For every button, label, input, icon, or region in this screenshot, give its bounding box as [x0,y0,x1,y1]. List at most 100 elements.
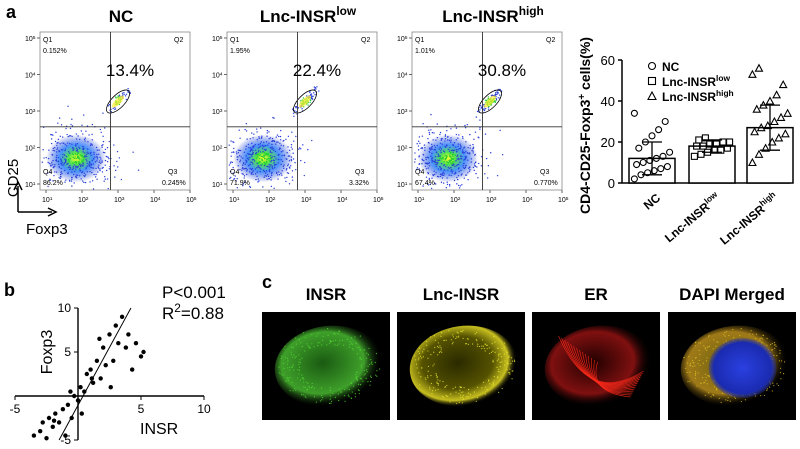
data-point [661,117,669,126]
event-dot [428,129,430,131]
data-point [699,142,707,150]
event-dot [436,175,439,178]
event-dot [49,178,51,181]
event-dot [68,154,70,157]
speckle [780,378,782,380]
speckle [716,341,718,343]
event-dot [291,131,293,133]
speckle [360,358,362,360]
event-dot [458,148,461,150]
event-dot [269,165,271,167]
event-dot [91,139,93,141]
event-dot [454,172,457,175]
event-dot [242,173,244,175]
speckle [283,348,285,350]
event-dot [446,144,448,146]
speckle [439,350,441,353]
event-dot [266,178,268,181]
event-dot [83,174,85,177]
event-dot [69,164,71,167]
speckle [437,354,439,356]
event-dot [247,165,250,167]
event-dot [90,154,92,156]
event-dot [118,94,121,96]
event-dot [422,185,424,187]
event-dot [79,158,81,160]
speckle [752,333,754,335]
event-dot [74,145,77,147]
density-gate-core [483,95,497,108]
y-tick-label: 60 [601,53,615,68]
speckle [295,337,297,339]
speckle [492,361,494,363]
event-dot [55,159,58,161]
data-point [44,436,49,441]
speckle [501,347,503,350]
superscript: 4 [530,196,533,202]
flow-density [228,86,320,190]
event-dot [232,166,234,169]
event-dot [429,147,431,149]
event-dot [102,140,105,143]
event-dot [77,135,79,137]
speckle [733,337,735,339]
event-dot [472,150,474,152]
event-dot [440,162,443,165]
speckle [778,360,781,362]
event-dot [268,131,270,133]
superscript: 4 [405,71,408,77]
speckle [440,335,442,337]
text-part: 10 [301,197,309,204]
event-dot [106,169,108,172]
speckle [685,367,687,369]
event-dot [457,145,459,148]
event-dot [263,154,265,157]
data-point [754,63,764,72]
event-dot [248,171,251,173]
text-part: NC [109,7,134,26]
event-dot [257,181,259,183]
event-dot [249,163,251,166]
event-dot [242,183,245,185]
event-dot [76,174,79,176]
event-dot [434,146,436,148]
speckle [689,363,692,365]
event-dot [282,145,285,147]
speckle [334,396,336,399]
event-dot [277,178,279,180]
speckle [351,391,353,393]
event-dot [460,158,463,160]
event-dot [92,167,95,169]
x-tick-label: 5 [138,402,145,416]
event-dot [438,176,440,178]
speckle [287,357,289,359]
event-dot [287,163,290,165]
event-dot [95,173,97,176]
event-dot [436,163,439,165]
speckle [460,330,462,332]
event-dot [83,138,86,141]
event-dot [279,142,281,144]
event-dot [45,156,47,159]
event-dot [276,141,278,143]
event-dot [286,176,288,179]
speckle [440,349,442,351]
event-dot [441,138,443,140]
event-dot [73,161,76,163]
speckle [455,391,457,393]
event-dot [88,134,90,136]
superscript: 5 [33,35,36,41]
speckle [443,339,445,341]
speckle [297,377,299,379]
event-dot [85,130,87,132]
event-dot [84,174,87,176]
event-dot [279,135,282,138]
speckle [299,361,301,364]
event-dot [439,173,442,176]
event-dot [439,157,442,159]
event-dot [263,157,266,159]
event-dot [439,142,442,144]
event-dot [261,152,263,154]
x-tick-label: 102 [78,196,89,205]
y-tick-label: 20 [601,135,615,150]
